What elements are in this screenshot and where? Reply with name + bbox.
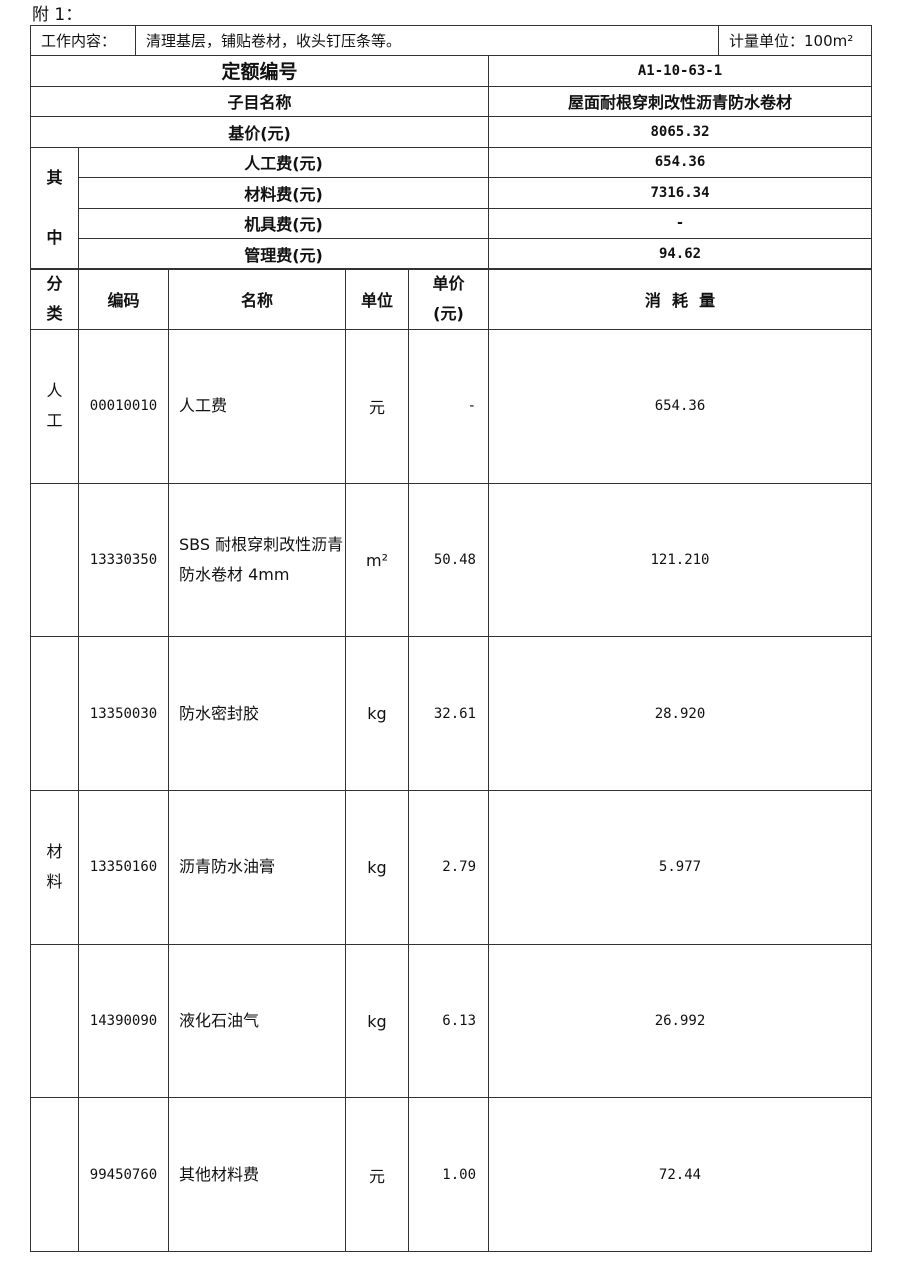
row-code: 13330350 <box>78 482 169 638</box>
summary-row: 机具费(元) - <box>31 207 873 239</box>
col-unit: 单位 <box>345 268 409 330</box>
col-category-2: 类 <box>46 304 63 323</box>
col-category: 分类 <box>30 268 79 330</box>
base-label: 基价(元) <box>29 116 490 148</box>
row-qty: 5.977 <box>488 790 872 945</box>
labor-label: 人工费(元) <box>77 146 490 178</box>
code-label: 定额编号 <box>29 55 490 87</box>
table-row: 13330350 SBS 耐根穿刺改性沥青防水卷材 4mm m² 50.48 1… <box>30 482 872 638</box>
work-content-table: 工作内容： 清理基层，铺贴卷材，收头钉压条等。 计量单位：100m² <box>30 25 872 56</box>
work-content: 清理基层，铺贴卷材，收头钉压条等。 <box>135 25 719 56</box>
row-code: 14390090 <box>78 943 169 1099</box>
row-category-2: 料 <box>46 872 63 892</box>
row-name: SBS 耐根穿刺改性沥青防水卷材 4mm <box>168 482 346 638</box>
work-label: 工作内容： <box>30 25 136 56</box>
row-name: 沥青防水油膏 <box>168 790 346 945</box>
row-price: 50.48 <box>408 482 489 638</box>
table-row: 14390090 液化石油气 kg 6.13 26.992 <box>30 943 872 1099</box>
among-char-1: 其 <box>46 168 63 187</box>
row-qty: 72.44 <box>488 1097 872 1253</box>
row-category <box>30 636 79 792</box>
measure-unit: 计量单位：100m² <box>718 25 872 56</box>
col-category-1: 分 <box>46 274 63 293</box>
col-price: 单价 (元) <box>408 268 489 330</box>
table-row: 13350030 防水密封胶 kg 32.61 28.920 <box>30 636 872 792</box>
col-name: 名称 <box>168 268 346 330</box>
table-row: 99450760 其他材料费 元 1.00 72.44 <box>30 1097 872 1253</box>
name-value: 屋面耐根穿刺改性沥青防水卷材 <box>488 85 873 117</box>
material-label: 材料费(元) <box>77 177 490 209</box>
summary-row: 子目名称 屋面耐根穿刺改性沥青防水卷材 <box>29 85 873 117</box>
work-content-row: 工作内容： 清理基层，铺贴卷材，收头钉压条等。 计量单位：100m² <box>30 25 872 56</box>
table-row: 人工 00010010 人工费 元 - 654.36 <box>30 329 872 484</box>
row-code: 13350160 <box>78 790 169 945</box>
col-price-1: 单价 <box>432 274 465 293</box>
row-code: 99450760 <box>78 1097 169 1253</box>
summary-table: 定额编号 A1-10-63-1 子目名称 屋面耐根穿刺改性沥青防水卷材 基价(元) 8… <box>29 55 873 270</box>
header-row: 分类 编码 名称 单位 单价 (元) 消 耗 量 <box>30 268 872 330</box>
row-qty: 654.36 <box>488 329 872 484</box>
among-label: 其中 <box>30 146 79 270</box>
summary-row: 管理费(元) 94.62 <box>31 238 873 270</box>
row-name: 人工费 <box>168 329 346 484</box>
row-price: 2.79 <box>408 790 489 945</box>
row-unit: m² <box>345 482 409 638</box>
summary-row: 其中 人工费(元) 654.36 <box>30 146 873 270</box>
row-unit: kg <box>345 943 409 1099</box>
consumption-table: 分类 编码 名称 单位 单价 (元) 消 耗 量 人工 00010010 人工费 … <box>30 268 872 1253</box>
row-price: 6.13 <box>408 943 489 1099</box>
row-category: 材料 <box>30 790 79 945</box>
row-name: 其他材料费 <box>168 1097 346 1253</box>
summary-row: 定额编号 A1-10-63-1 <box>29 55 873 87</box>
col-code: 编码 <box>78 268 169 330</box>
code-value: A1-10-63-1 <box>488 55 873 87</box>
row-price: 1.00 <box>408 1097 489 1253</box>
material-value: 7316.34 <box>488 177 873 209</box>
mgmt-value: 94.62 <box>488 238 873 270</box>
row-unit: 元 <box>345 329 409 484</box>
table-row: 材料 13350160 沥青防水油膏 kg 2.79 5.977 <box>30 790 872 945</box>
col-qty: 消 耗 量 <box>488 268 872 330</box>
row-qty: 28.920 <box>488 636 872 792</box>
row-category: 人工 <box>30 329 79 484</box>
row-name: 防水密封胶 <box>168 636 346 792</box>
labor-value: 654.36 <box>488 146 873 178</box>
row-category <box>30 1097 79 1253</box>
row-code: 00010010 <box>78 329 169 484</box>
col-price-2: (元) <box>433 304 464 323</box>
among-char-2: 中 <box>46 228 63 247</box>
row-unit: 元 <box>345 1097 409 1253</box>
row-unit: kg <box>345 790 409 945</box>
summary-row: 材料费(元) 7316.34 <box>31 177 873 209</box>
mgmt-label: 管理费(元) <box>77 238 490 270</box>
row-category-1: 人 <box>46 381 63 401</box>
row-price: 32.61 <box>408 636 489 792</box>
row-qty: 121.210 <box>488 482 872 638</box>
row-qty: 26.992 <box>488 943 872 1099</box>
row-category-2: 工 <box>46 411 63 431</box>
name-label: 子目名称 <box>29 85 490 117</box>
row-category-1: 材 <box>46 842 63 862</box>
row-code: 13350030 <box>78 636 169 792</box>
row-unit: kg <box>345 636 409 792</box>
machine-value: - <box>488 207 873 239</box>
row-category <box>30 482 79 638</box>
summary-row: 基价(元) 8065.32 <box>29 116 873 148</box>
base-value: 8065.32 <box>488 116 873 148</box>
row-category <box>30 943 79 1099</box>
attachment-heading: 附 1： <box>32 5 83 25</box>
machine-label: 机具费(元) <box>77 207 490 239</box>
row-name: 液化石油气 <box>168 943 346 1099</box>
row-price: - <box>408 329 489 484</box>
